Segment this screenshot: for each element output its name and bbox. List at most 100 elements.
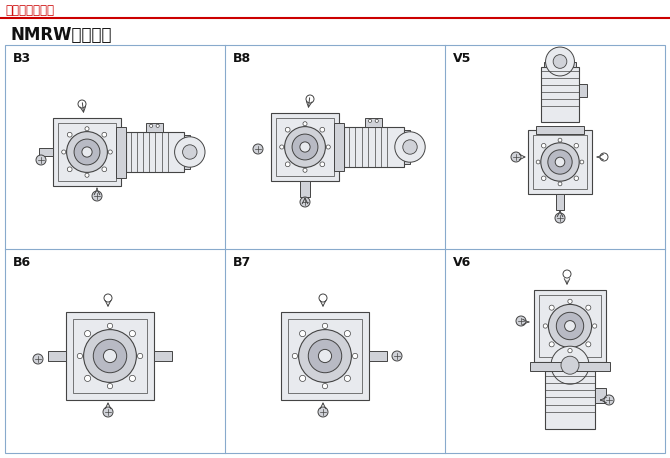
Bar (53, 118, 121, 186)
Circle shape (549, 305, 554, 310)
Bar (276, 118, 334, 176)
Bar (281, 312, 369, 400)
Circle shape (103, 349, 117, 363)
Circle shape (85, 127, 89, 131)
Bar (533, 135, 587, 189)
Circle shape (156, 124, 159, 127)
Circle shape (292, 134, 318, 160)
Circle shape (592, 324, 597, 328)
Circle shape (604, 395, 614, 405)
Bar (39, 148, 53, 156)
Circle shape (109, 150, 113, 154)
Circle shape (104, 294, 112, 302)
Circle shape (102, 167, 107, 172)
Circle shape (561, 356, 579, 374)
Circle shape (586, 342, 591, 347)
Circle shape (67, 167, 72, 172)
Bar (545, 371, 595, 429)
Bar (528, 130, 592, 194)
Circle shape (558, 182, 562, 186)
Circle shape (67, 132, 72, 137)
Bar (365, 118, 382, 127)
Circle shape (303, 168, 307, 172)
Circle shape (93, 339, 127, 373)
Bar (72, 319, 147, 393)
Circle shape (320, 162, 325, 167)
Circle shape (543, 324, 547, 328)
Circle shape (84, 375, 90, 382)
Bar (539, 295, 600, 357)
Circle shape (318, 407, 328, 417)
Bar (369, 351, 387, 361)
Circle shape (299, 331, 306, 337)
Bar (404, 130, 410, 164)
Circle shape (36, 155, 46, 165)
Circle shape (107, 383, 113, 389)
Circle shape (375, 119, 379, 122)
Circle shape (326, 145, 330, 149)
Circle shape (77, 354, 82, 359)
Circle shape (103, 407, 113, 417)
Circle shape (536, 160, 540, 164)
Circle shape (292, 354, 297, 359)
Circle shape (175, 137, 205, 167)
Circle shape (285, 127, 290, 132)
Bar (271, 113, 339, 181)
Bar (58, 123, 116, 181)
Circle shape (308, 339, 342, 373)
Circle shape (580, 160, 584, 164)
Circle shape (102, 132, 107, 137)
Circle shape (183, 145, 197, 159)
Circle shape (568, 349, 572, 353)
Circle shape (352, 354, 358, 359)
Circle shape (600, 153, 608, 161)
Circle shape (319, 294, 327, 302)
Circle shape (403, 140, 417, 154)
Circle shape (565, 321, 576, 332)
Circle shape (306, 95, 314, 103)
Circle shape (392, 351, 402, 361)
Circle shape (149, 124, 153, 127)
Bar (5, 45, 665, 453)
Circle shape (516, 316, 526, 326)
Bar (48, 351, 66, 361)
Circle shape (66, 131, 107, 172)
Circle shape (369, 119, 372, 122)
Circle shape (303, 122, 307, 126)
Bar (126, 132, 184, 172)
Bar (300, 181, 310, 197)
Text: B8: B8 (233, 51, 251, 65)
Bar (534, 290, 606, 362)
Circle shape (300, 197, 310, 207)
Circle shape (33, 354, 43, 364)
Circle shape (556, 312, 584, 340)
Bar (536, 126, 584, 134)
Circle shape (563, 270, 571, 278)
Circle shape (78, 100, 86, 108)
Text: NMRW安装方位: NMRW安装方位 (10, 26, 111, 44)
Circle shape (129, 331, 135, 337)
Circle shape (84, 330, 137, 382)
Circle shape (555, 157, 565, 167)
Circle shape (548, 150, 572, 174)
Circle shape (74, 139, 100, 165)
Circle shape (558, 138, 562, 142)
Circle shape (322, 383, 328, 389)
Bar (146, 123, 163, 132)
Circle shape (568, 299, 572, 304)
Bar (334, 123, 344, 171)
Bar (184, 135, 190, 169)
Circle shape (92, 191, 102, 201)
Bar (549, 365, 591, 371)
Bar (579, 83, 588, 97)
Bar (116, 126, 126, 178)
Circle shape (62, 150, 66, 154)
Circle shape (553, 55, 567, 68)
Bar (556, 194, 564, 210)
Circle shape (574, 176, 578, 180)
Circle shape (299, 375, 306, 382)
Circle shape (318, 349, 332, 363)
Circle shape (541, 143, 546, 148)
Text: B3: B3 (13, 51, 31, 65)
Text: B6: B6 (13, 256, 31, 268)
